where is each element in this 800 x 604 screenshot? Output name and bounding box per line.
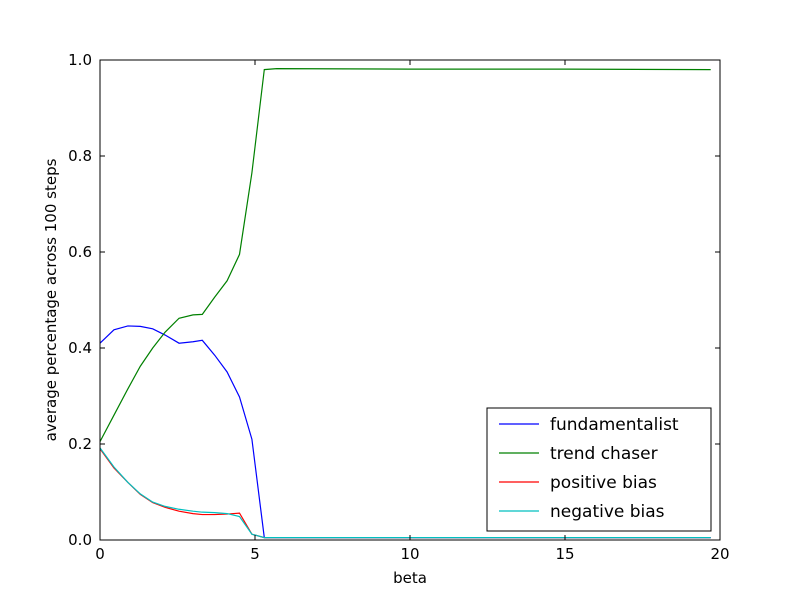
- y-tick-label: 0.8: [68, 147, 92, 165]
- legend-label: fundamentalist: [550, 415, 679, 435]
- y-tick-label: 0.6: [68, 243, 92, 261]
- y-tick-label: 0.2: [68, 435, 92, 453]
- legend-label: trend chaser: [550, 444, 658, 464]
- y-tick-label: 0.0: [68, 531, 92, 549]
- x-tick-label: 20: [710, 545, 729, 563]
- y-tick-label: 0.4: [68, 339, 92, 357]
- series-line-trend-chaser: [99, 68, 711, 442]
- y-axis-label: average percentage across 100 steps: [42, 158, 60, 441]
- x-tick-label: 15: [555, 545, 574, 563]
- legend: fundamentalist trend chaser positive bias n…: [486, 407, 712, 532]
- legend-label: negative bias: [550, 502, 665, 522]
- y-tick-label: 1.0: [68, 51, 92, 69]
- series-line-negative-bias: [99, 447, 711, 539]
- ticks-layer: 0 5 10 15 20 0.0 0.2 0.4 0.6 0.8 1.0: [68, 51, 729, 563]
- series-layer: [99, 68, 711, 539]
- x-axis-label: beta: [393, 569, 427, 587]
- x-tick-label: 5: [250, 545, 260, 563]
- x-tick-label: 0: [95, 545, 105, 563]
- x-tick-label: 10: [400, 545, 419, 563]
- legend-label: positive bias: [550, 473, 657, 493]
